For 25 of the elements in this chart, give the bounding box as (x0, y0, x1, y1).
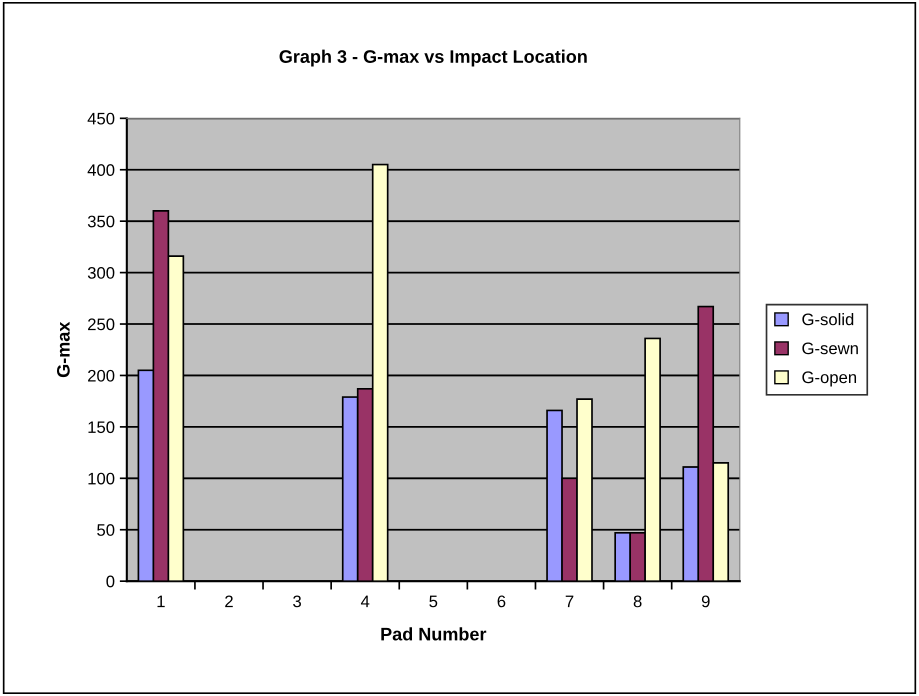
y-tick-label: 400 (88, 164, 114, 176)
chart-title: Graph 3 - G-max vs Impact Location (280, 50, 587, 67)
y-tick-label: 300 (88, 267, 114, 279)
y-tick-label: 250 (88, 318, 114, 330)
x-tick-label: 7 (566, 596, 574, 608)
legend-label: G-sewn (802, 342, 858, 354)
x-tick-label: 1 (158, 596, 165, 608)
y-tick-label: 450 (88, 112, 114, 125)
y-axis-title: G-max (56, 322, 70, 378)
x-axis-title: Pad Number (381, 627, 486, 641)
x-tick-label: 2 (225, 595, 233, 608)
x-tick-label: 5 (429, 596, 438, 608)
x-tick-label: 4 (360, 596, 370, 608)
y-tick-label: 200 (88, 370, 114, 382)
x-tick-label: 3 (293, 595, 301, 608)
legend-label: G-open (802, 371, 856, 387)
y-tick-label: 0 (106, 576, 114, 588)
legend-label: G-solid (802, 313, 854, 326)
x-tick-label: 8 (634, 595, 642, 608)
y-tick-label: 150 (88, 421, 114, 434)
y-tick-label: 100 (88, 472, 114, 485)
x-tick-label: 6 (498, 595, 506, 608)
x-tick-label: 9 (702, 595, 710, 608)
y-tick-label: 350 (88, 216, 114, 228)
y-tick-label: 50 (97, 524, 114, 536)
